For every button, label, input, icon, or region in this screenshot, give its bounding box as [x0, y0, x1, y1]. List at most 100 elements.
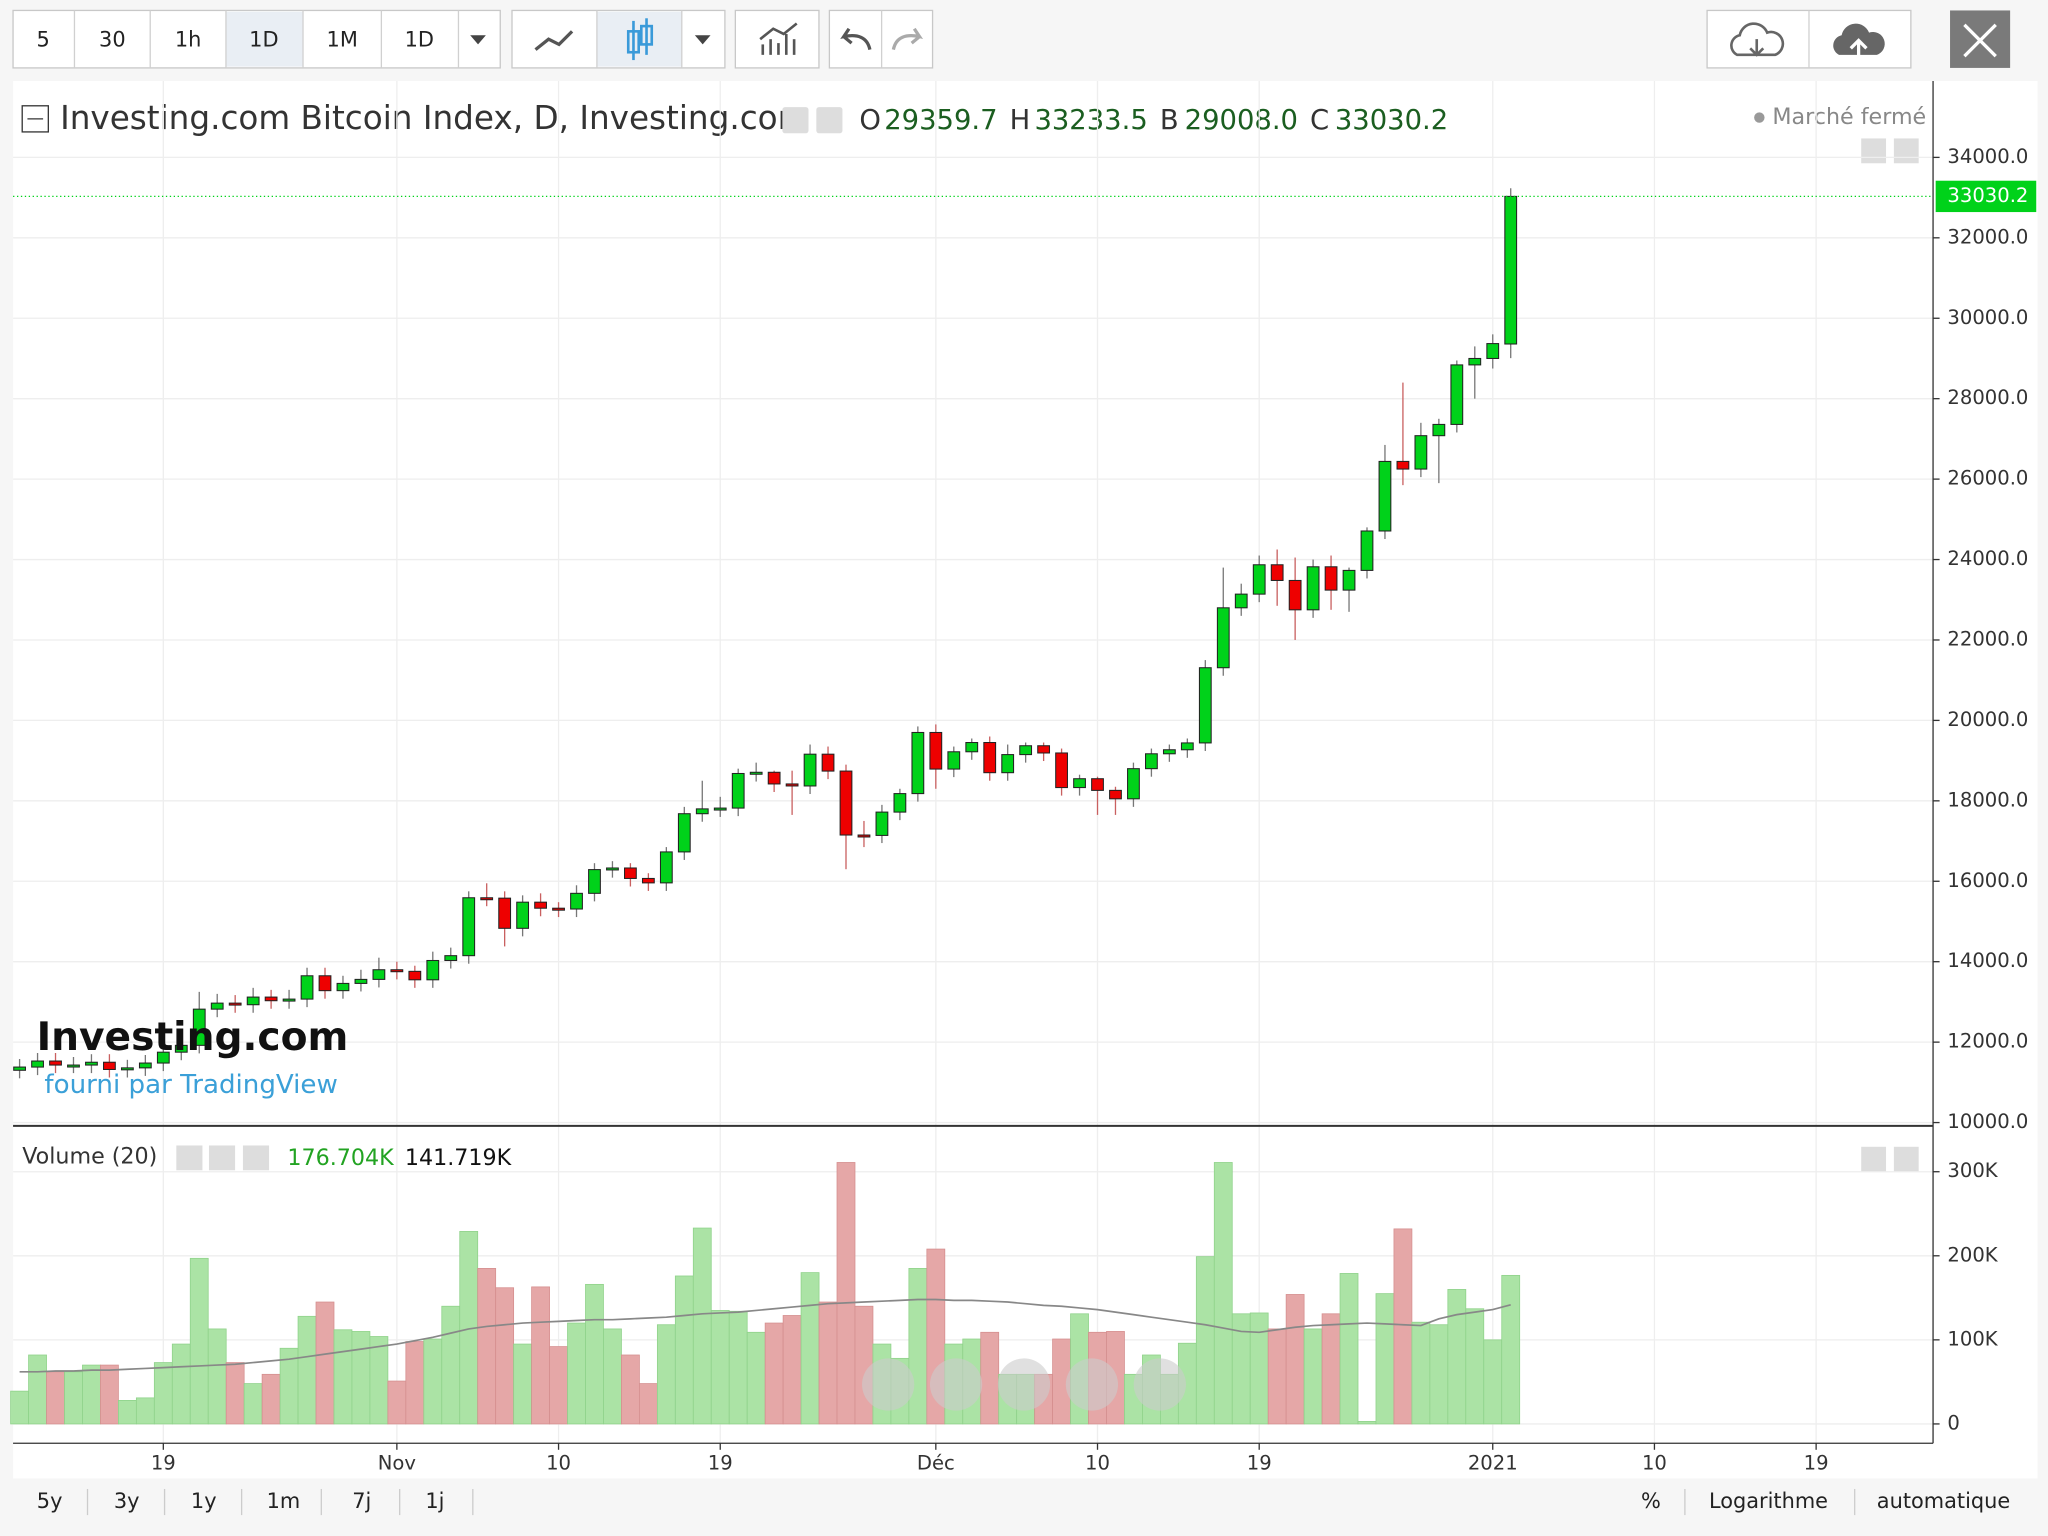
x-tick-label: 10	[546, 1452, 571, 1475]
candle-body	[498, 897, 512, 929]
scale-button[interactable]	[1893, 1146, 1919, 1172]
eye-icon[interactable]	[176, 1145, 203, 1171]
indicators-button[interactable]	[734, 9, 820, 69]
volume-bar	[1321, 1313, 1341, 1425]
volume-bar	[405, 1341, 425, 1425]
candle-body	[785, 783, 799, 787]
candle-body	[839, 770, 853, 836]
remove-icon[interactable]	[242, 1145, 270, 1171]
redo-icon[interactable]	[891, 27, 924, 51]
interval-button[interactable]: 5	[36, 27, 49, 51]
volume-bar	[1411, 1321, 1431, 1425]
candle-body	[1306, 566, 1320, 611]
interval-button[interactable]: 1h	[175, 27, 202, 51]
eye-icon[interactable]	[782, 107, 809, 134]
range-button[interactable]: 1m	[267, 1489, 301, 1513]
nav-zoom-out[interactable]	[929, 1358, 983, 1411]
volume-bar	[549, 1346, 568, 1425]
volume-bar	[585, 1283, 604, 1425]
volume-bar	[1267, 1328, 1287, 1425]
ohlc-key: B	[1160, 105, 1179, 136]
candle-body	[103, 1061, 116, 1070]
volume-bar	[818, 1301, 838, 1425]
ohlc-readout: O 29359.7 H 33233.5 B 29008.0 C 33030.2	[859, 105, 1448, 136]
volume-bar	[82, 1364, 101, 1425]
candle-icon[interactable]	[626, 18, 654, 61]
candle-body	[282, 998, 296, 1002]
nav-reset[interactable]	[997, 1358, 1051, 1411]
nav-left[interactable]	[862, 1358, 915, 1411]
gear-icon[interactable]	[208, 1145, 236, 1171]
volume-title: Volume (20)	[22, 1144, 157, 1170]
nav-zoom-in[interactable]	[1065, 1358, 1119, 1411]
scale-option[interactable]: Logarithme	[1709, 1489, 1828, 1513]
range-button[interactable]: 5y	[37, 1489, 63, 1513]
candle-body	[156, 1051, 170, 1064]
candle-body	[731, 772, 745, 809]
dropdown-arrow[interactable]	[470, 35, 486, 45]
scale-option[interactable]: %	[1641, 1489, 1661, 1513]
line-chart-icon[interactable]	[534, 30, 574, 51]
volume-bar	[189, 1257, 209, 1425]
y-tick-label: 22000.0	[1947, 627, 2028, 650]
scale-button[interactable]	[1861, 1146, 1887, 1172]
volume-bar	[1393, 1228, 1413, 1425]
candle-body	[336, 982, 350, 992]
gear-icon[interactable]	[816, 107, 843, 134]
scale-button[interactable]	[1861, 138, 1887, 164]
volume-bar	[782, 1315, 802, 1425]
candle-body	[246, 996, 260, 1006]
y-tick-label: 28000.0	[1947, 386, 2028, 409]
nav-right[interactable]	[1133, 1358, 1186, 1411]
volume-bar	[692, 1227, 712, 1425]
candle-body	[1198, 667, 1212, 744]
candle-body	[659, 851, 673, 884]
candle-body	[372, 969, 386, 980]
cloud-download[interactable]	[1730, 22, 1785, 57]
interval-button[interactable]: 1D	[249, 27, 278, 51]
volume-bar	[477, 1268, 497, 1425]
volume-tick-label: 0	[1947, 1411, 1959, 1434]
candle-body	[1001, 754, 1015, 774]
range-button[interactable]: 1j	[425, 1489, 444, 1513]
collapse-icon[interactable]	[21, 105, 49, 133]
dropdown-arrow[interactable]	[694, 35, 711, 45]
volume-bar	[1285, 1294, 1305, 1425]
ohlc-key: O	[859, 105, 881, 136]
candle-body	[552, 907, 565, 911]
range-button[interactable]: 1y	[191, 1489, 217, 1513]
range-button[interactable]: 3y	[114, 1489, 140, 1513]
interval-button[interactable]: 1M	[327, 27, 358, 51]
y-tick-label: 18000.0	[1947, 788, 2028, 811]
status-dot	[1754, 112, 1765, 123]
volume-bar	[1357, 1421, 1377, 1425]
y-tick-label: 32000.0	[1947, 225, 2028, 248]
range-button[interactable]: 7j	[352, 1489, 371, 1513]
candle-body	[803, 753, 817, 787]
last-price-badge	[1935, 180, 2037, 213]
scale-option[interactable]: automatique	[1877, 1489, 2010, 1513]
volume-bar	[261, 1373, 281, 1425]
scale-button[interactable]	[1893, 138, 1919, 164]
volume-value: 176.704K	[287, 1145, 395, 1171]
volume-bar	[118, 1399, 137, 1425]
candle-body	[1055, 752, 1068, 789]
volume-bar	[836, 1162, 856, 1425]
candle-body	[354, 978, 368, 984]
candle-body	[749, 771, 763, 775]
volume-bar	[1429, 1324, 1449, 1425]
volume-bar	[639, 1383, 658, 1425]
volume-bar	[764, 1322, 784, 1425]
undo-icon[interactable]	[840, 27, 872, 51]
candle-body	[1252, 564, 1266, 595]
ohlc-value: 29359.7	[884, 105, 997, 136]
volume-bar	[1483, 1339, 1503, 1425]
interval-button[interactable]: 30	[99, 27, 126, 51]
candle-body	[174, 1044, 188, 1053]
candle-body	[462, 897, 476, 957]
interval-button[interactable]: 1D	[405, 27, 434, 51]
volume-bar	[1249, 1312, 1269, 1425]
candle-body	[911, 731, 925, 795]
volume-bar	[513, 1343, 532, 1425]
chart-title: Investing.com Bitcoin Index, D, Investin…	[60, 99, 809, 137]
